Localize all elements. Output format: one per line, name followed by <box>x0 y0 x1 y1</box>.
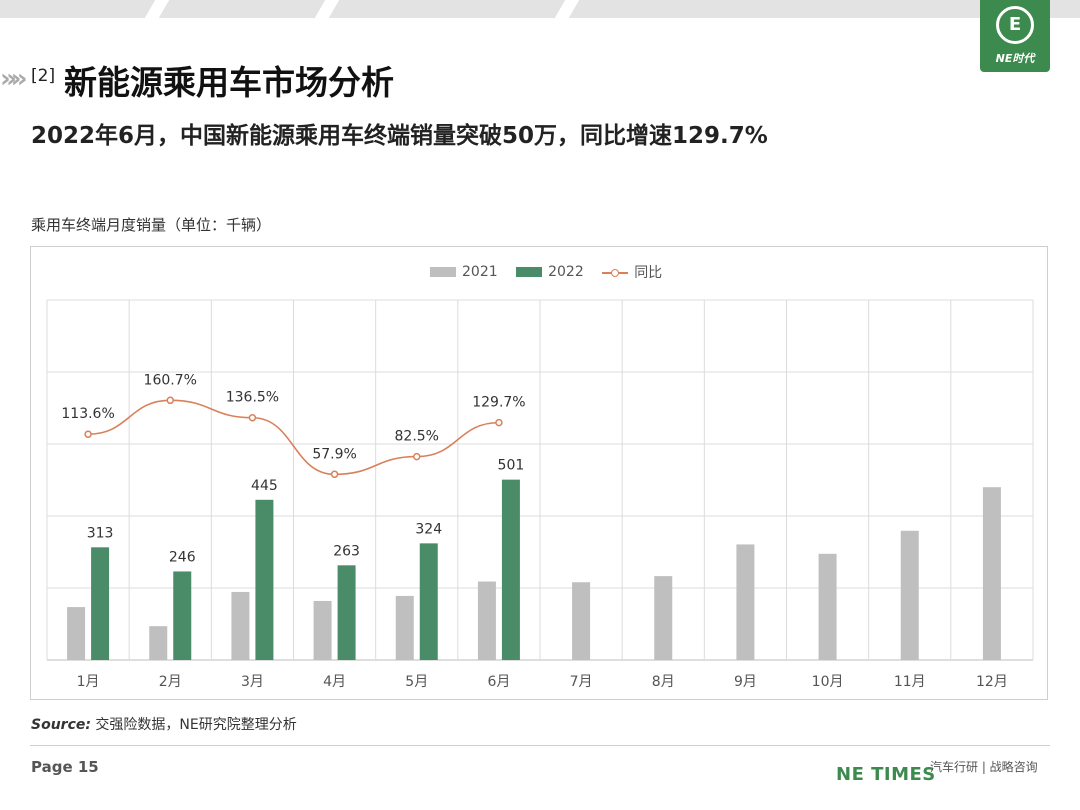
x-tick-label: 10月 <box>812 674 844 690</box>
yoy-point <box>495 418 503 427</box>
yoy-label: 82.5% <box>395 429 439 445</box>
footer-divider <box>30 745 1050 746</box>
bar-2021 <box>313 600 332 660</box>
bar-2022 <box>337 565 356 660</box>
logo-text: NE时代 <box>995 52 1035 65</box>
yoy-point <box>330 470 339 479</box>
x-tick-label: 12月 <box>976 674 1008 690</box>
legend-item-2022: 2022 <box>516 264 584 280</box>
x-tick-label: 7月 <box>570 674 593 690</box>
legend-item-yoy: 同比 <box>602 262 662 282</box>
chart-frame <box>30 246 1048 700</box>
bar-2022 <box>419 543 438 660</box>
yoy-point <box>248 413 257 422</box>
bar-2022 <box>501 479 520 660</box>
yoy-label: 57.9% <box>312 446 356 462</box>
x-tick-label: 2月 <box>159 674 182 690</box>
x-tick-label: 4月 <box>323 674 346 690</box>
bar-2021 <box>477 581 496 660</box>
legend-swatch-yoy <box>602 268 629 278</box>
chart-caption: 乘用车终端月度销量（单位：千辆） <box>31 216 272 234</box>
legend-label-yoy: 同比 <box>634 265 663 281</box>
legend-label-2021: 2021 <box>462 264 498 280</box>
yoy-label: 129.7% <box>472 395 525 411</box>
ne-times-logo: E NE时代 <box>980 0 1050 72</box>
x-tick-label: 5月 <box>405 674 428 690</box>
legend-item-2021: 2021 <box>430 264 498 280</box>
bar-2021 <box>395 595 414 660</box>
yoy-point <box>413 452 421 461</box>
bar-2022 <box>255 499 274 660</box>
data-label-2022: 324 <box>415 521 442 537</box>
x-tick-label: 11月 <box>894 674 926 690</box>
bar-2022 <box>173 571 192 660</box>
bar-2021 <box>736 544 755 660</box>
page-subtitle: 2022年6月，中国新能源乘用车终端销量突破50万，同比增速129.7% <box>31 123 768 149</box>
legend-swatch-2021 <box>430 267 456 277</box>
source-note: Source: 交强险数据，NE研究院整理分析 <box>31 714 297 734</box>
yoy-label: 113.6% <box>61 406 114 422</box>
x-tick-label: 8月 <box>652 674 675 690</box>
data-label-2022: 501 <box>498 458 525 474</box>
x-tick-label: 1月 <box>77 674 100 690</box>
data-label-2022: 445 <box>251 478 278 494</box>
chart-legend: 2021 2022 同比 <box>430 262 676 282</box>
data-label-2022: 263 <box>333 543 360 559</box>
top-decor-bar <box>0 0 1080 18</box>
data-label-2022: 313 <box>87 525 114 541</box>
bar-2021 <box>231 591 250 660</box>
x-tick-label: 9月 <box>734 674 757 690</box>
bar-2021 <box>900 530 919 660</box>
yoy-line <box>88 399 499 476</box>
yoy-label: 160.7% <box>144 372 197 388</box>
bar-2022 <box>91 547 110 660</box>
page-title: 新能源乘用车市场分析 <box>64 63 394 102</box>
x-tick-label: 3月 <box>241 674 264 690</box>
yoy-point <box>84 430 92 438</box>
legend-swatch-2022 <box>516 267 543 277</box>
source-text: 交强险数据，NE研究院整理分析 <box>90 717 297 733</box>
page-number: Page 15 <box>31 758 99 776</box>
footer-brand: NE TIMES <box>836 764 936 785</box>
legend-label-2022: 2022 <box>548 264 584 280</box>
bar-2021 <box>149 626 168 660</box>
data-label-2022: 246 <box>169 549 196 565</box>
bar-2021 <box>982 487 1001 660</box>
logo-mark-icon: E <box>996 6 1034 44</box>
bar-2021 <box>654 576 673 660</box>
source-key: Source: <box>31 717 91 733</box>
yoy-point <box>166 396 174 405</box>
yoy-label: 136.5% <box>226 390 279 406</box>
x-tick-label: 6月 <box>487 674 510 690</box>
section-number: [2] <box>31 66 56 86</box>
bar-2021 <box>572 582 591 660</box>
bar-2021 <box>67 607 86 660</box>
footer-brand-tag: 汽车行研 | 战略咨询 <box>930 760 1038 774</box>
bar-2021 <box>818 553 837 660</box>
